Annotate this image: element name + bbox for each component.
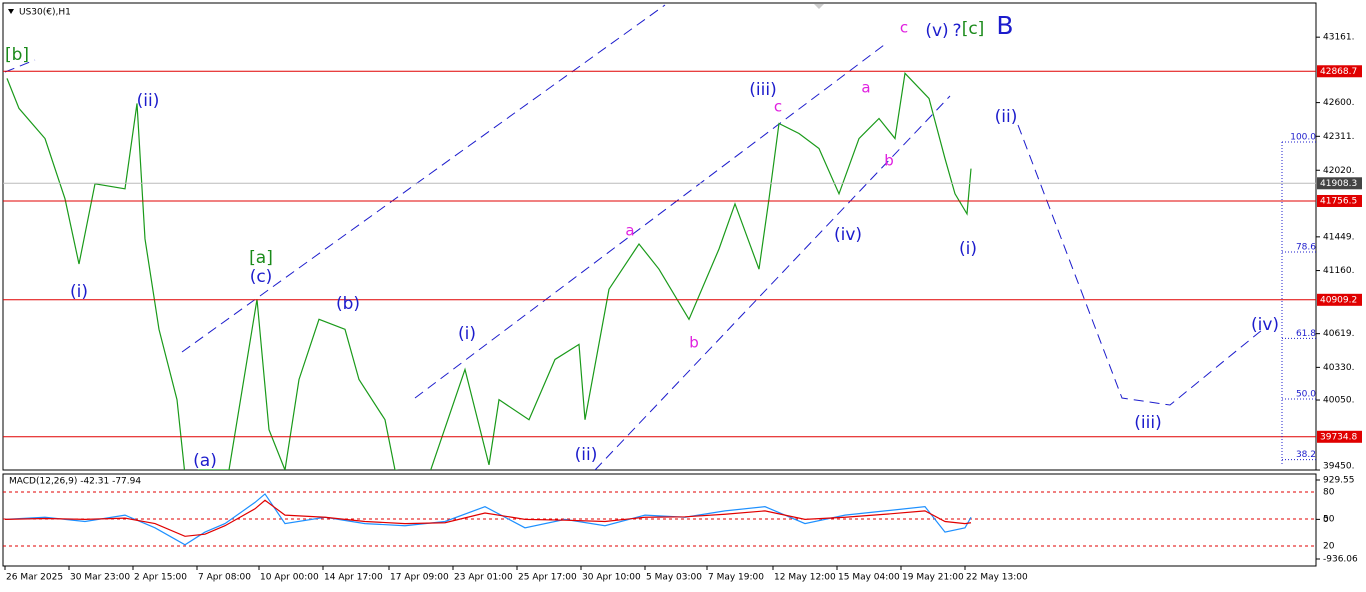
y-tick-label: 41160.: [1323, 266, 1355, 276]
y-tick-label: 42311.: [1323, 132, 1355, 142]
level-box: [1317, 293, 1362, 306]
level-label: 40909.2: [1320, 295, 1357, 305]
wave-label: (iii): [749, 80, 776, 100]
wave-label: [a]: [249, 248, 273, 268]
wave-label: b: [689, 334, 699, 352]
wave-label: (i): [458, 324, 476, 344]
x-tick-label: 23 Apr 01:00: [454, 573, 513, 583]
fib-label: 50.0: [1296, 390, 1316, 400]
x-tick-label: 30 Mar 23:00: [70, 573, 130, 583]
wave-label: (ii): [995, 107, 1018, 127]
x-tick-label: 26 Mar 2025: [6, 573, 63, 583]
y-tick-label: 40330.: [1323, 363, 1355, 373]
x-tick-label: 17 Apr 09:00: [390, 573, 449, 583]
wave-label: b: [884, 152, 894, 170]
y-tick-label: 42600.: [1323, 98, 1355, 108]
wave-label: ?: [952, 21, 961, 41]
x-tick-label: 7 Apr 08:00: [198, 573, 251, 583]
wave-label: (iii): [1134, 413, 1161, 433]
y2-tick-label: 50: [1323, 515, 1335, 525]
menu-triangle: [8, 9, 14, 14]
wave-label: c: [774, 98, 782, 116]
fib-label: 38.2: [1296, 450, 1316, 460]
x-tick-label: 15 May 04:00: [838, 573, 900, 583]
wave-label: c: [900, 19, 908, 37]
y-tick-label: -936.06: [1323, 555, 1358, 565]
x-tick-label: 2 Apr 15:00: [134, 573, 187, 583]
level-label: 42868.7: [1320, 67, 1357, 77]
wave-label: [b]: [5, 45, 29, 65]
level-label: 41908.3: [1320, 179, 1357, 189]
y-tick-label: 39450.: [1323, 462, 1355, 472]
level-label: 41756.5: [1320, 196, 1357, 206]
fib-label: 78.6: [1296, 242, 1316, 252]
wave-label: (i): [70, 282, 88, 302]
fib-label: 100.0: [1290, 133, 1316, 143]
wave-label: (ii): [137, 91, 160, 111]
level-box: [1317, 194, 1362, 207]
sub-frame: [2, 473, 1317, 567]
wave-label: (iv): [834, 225, 862, 245]
wave-label: (v): [925, 21, 948, 41]
price-line: [6, 72, 972, 470]
y-tick-label: 929.55: [1323, 476, 1355, 486]
price-line: [4, 499, 972, 537]
fib-label: 61.8: [1296, 329, 1316, 339]
y-tick-label: 41449.: [1323, 232, 1355, 242]
wave-label: (ii): [575, 445, 598, 465]
channel-lines: [4, 4, 1263, 470]
main-plot: [6, 72, 972, 470]
sub-plot: [3, 491, 1316, 547]
wave-label: (i): [959, 239, 977, 259]
x-tick-label: 10 Apr 00:00: [260, 573, 319, 583]
chart-title: US30(€),H1: [19, 8, 71, 18]
scroll-marker: [814, 4, 824, 9]
y-tick-label: 40050.: [1323, 396, 1355, 406]
wave-label: B: [996, 11, 1013, 40]
y-tick-label: 43161.: [1323, 33, 1355, 43]
x-tick-label: 22 May 13:00: [966, 573, 1028, 583]
wave-label: [c]: [962, 19, 985, 39]
wave-label: a: [861, 79, 870, 97]
sub-title: MACD(12,26,9) -42.31 -77.94: [9, 477, 141, 487]
x-tick-label: 7 May 19:00: [708, 573, 764, 583]
x-tick-label: 14 Apr 17:00: [324, 573, 383, 583]
level-box: [1317, 430, 1362, 443]
x-tick-label: 12 May 12:00: [774, 573, 836, 583]
wave-label: (a): [193, 451, 217, 471]
x-tick-label: 5 May 03:00: [646, 573, 702, 583]
y-tick-label: 0: [1323, 515, 1329, 525]
y2-tick-label: 80: [1323, 488, 1335, 498]
wave-label: (b): [336, 294, 360, 314]
y-tick-label: 42020.: [1323, 166, 1355, 176]
main-frame: [2, 2, 1317, 471]
x-tick-label: 19 May 21:00: [902, 573, 964, 583]
level-box: [1317, 177, 1362, 190]
level-label: 39734.8: [1320, 432, 1357, 442]
x-tick-label: 25 Apr 17:00: [518, 573, 577, 583]
y-tick-label: 40619.: [1323, 329, 1355, 339]
level-box: [1317, 65, 1362, 78]
x-tick-label: 30 Apr 10:00: [582, 573, 641, 583]
wave-label: a: [625, 222, 634, 240]
wave-label: (iv): [1251, 315, 1279, 335]
price-line: [4, 493, 972, 546]
y2-tick-label: 20: [1323, 542, 1335, 552]
wave-label: (c): [250, 267, 273, 287]
